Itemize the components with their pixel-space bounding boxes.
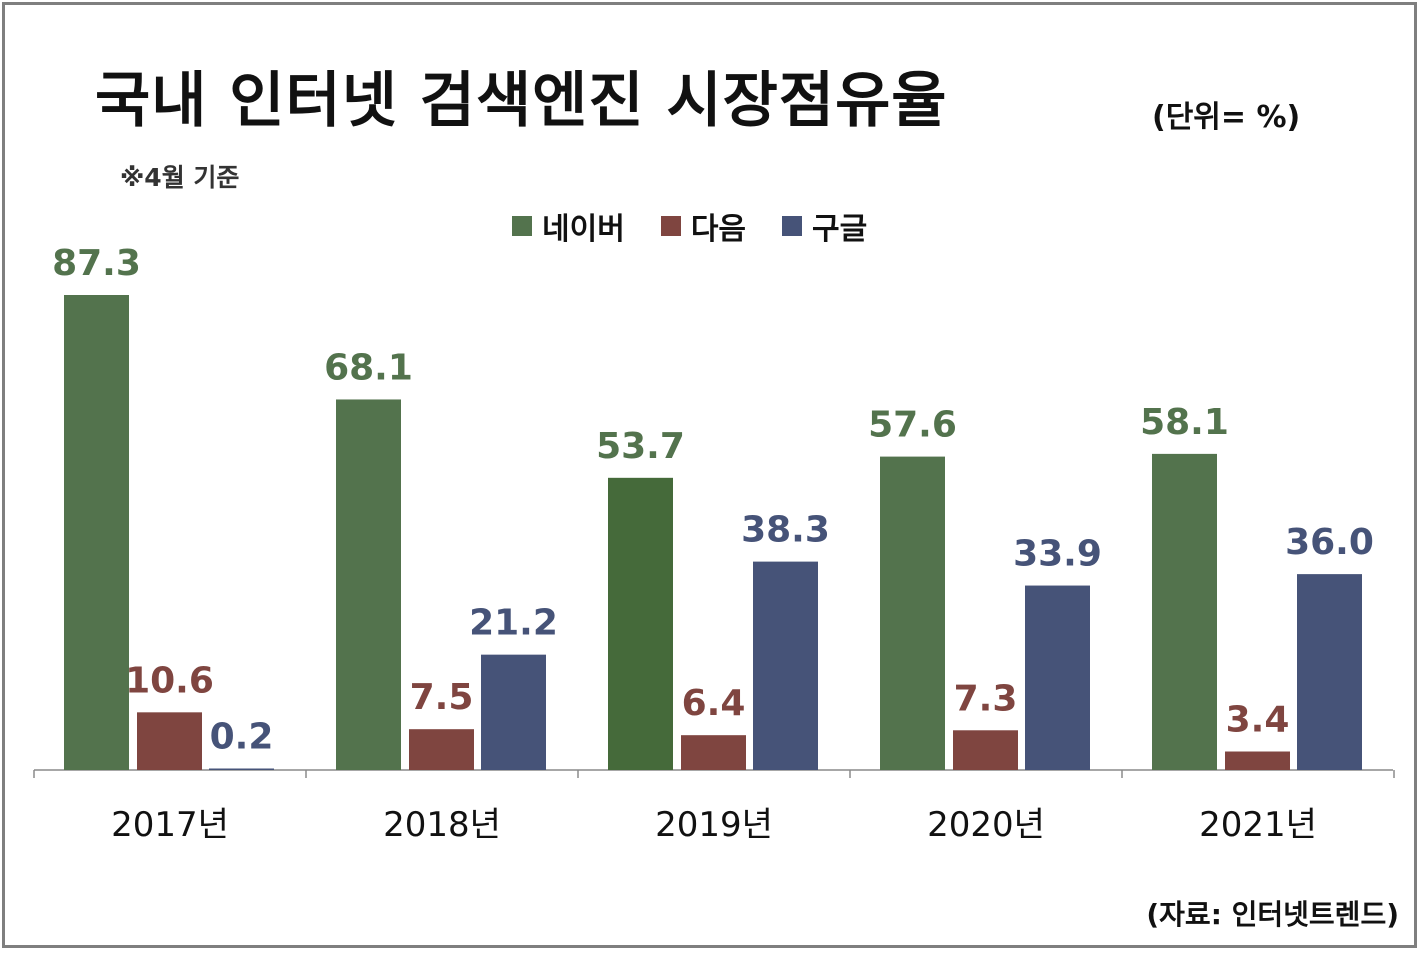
data-label-daum-1: 7.5 xyxy=(410,677,474,718)
unit-label: (단위= %) xyxy=(1152,100,1301,135)
data-label-daum-2: 6.4 xyxy=(682,683,746,724)
x-tick-label-1: 2018년 xyxy=(383,805,501,845)
bar-naver-2 xyxy=(608,477,673,770)
x-tick-label-4: 2021년 xyxy=(1199,805,1317,845)
bar-google-0 xyxy=(209,768,274,770)
data-label-naver-4: 58.1 xyxy=(1140,402,1229,443)
legend-swatch-google xyxy=(782,216,803,236)
bar-google-2 xyxy=(753,561,818,770)
legend-item-google: 구글 xyxy=(782,204,867,248)
footnote-basis: ※4월 기준 xyxy=(120,163,240,192)
data-label-google-2: 38.3 xyxy=(741,510,830,551)
legend-label-naver: 네이버 xyxy=(542,212,625,247)
data-label-google-1: 21.2 xyxy=(469,603,558,644)
legend-item-naver: 네이버 xyxy=(512,204,625,248)
bar-google-3 xyxy=(1025,585,1090,770)
bar-daum-0 xyxy=(137,712,202,770)
legend-item-daum: 다음 xyxy=(660,204,747,248)
data-label-daum-0: 10.6 xyxy=(125,660,214,701)
bar-naver-4 xyxy=(1152,453,1217,770)
data-label-naver-0: 87.3 xyxy=(52,243,141,284)
bar-google-4 xyxy=(1297,574,1362,770)
bar-daum-2 xyxy=(681,735,746,770)
source-note: (자료: 인터넷트렌드) xyxy=(1146,898,1399,931)
bar-daum-3 xyxy=(953,730,1018,770)
legend-swatch-naver xyxy=(512,216,532,236)
title-row: 국내 인터넷 검색엔진 시장점유율 (단위= %) xyxy=(0,52,1423,152)
legend: 네이버 다음 구글 xyxy=(512,204,867,248)
bar-daum-1 xyxy=(409,729,474,770)
data-label-google-0: 0.2 xyxy=(210,717,274,758)
legend-label-google: 구글 xyxy=(812,212,868,247)
x-tick-label-2: 2019년 xyxy=(655,805,773,845)
bar-naver-3 xyxy=(880,456,945,770)
data-label-daum-4: 3.4 xyxy=(1226,700,1290,741)
data-label-naver-1: 68.1 xyxy=(324,347,413,388)
data-label-naver-3: 57.6 xyxy=(868,405,957,446)
legend-swatch-daum xyxy=(660,216,681,236)
legend-label-daum: 다음 xyxy=(690,212,747,247)
x-tick-label-3: 2020년 xyxy=(927,805,1045,845)
bar-naver-0 xyxy=(64,295,129,770)
bar-daum-4 xyxy=(1225,751,1290,770)
data-label-google-3: 33.9 xyxy=(1013,534,1102,575)
bar-naver-1 xyxy=(336,399,401,770)
data-label-google-4: 36.0 xyxy=(1285,522,1374,563)
bar-google-1 xyxy=(481,654,546,770)
chart-title: 국내 인터넷 검색엔진 시장점유율 xyxy=(95,66,948,136)
data-label-daum-3: 7.3 xyxy=(954,678,1018,719)
x-tick-label-0: 2017년 xyxy=(111,805,229,845)
data-label-naver-2: 53.7 xyxy=(596,426,685,467)
